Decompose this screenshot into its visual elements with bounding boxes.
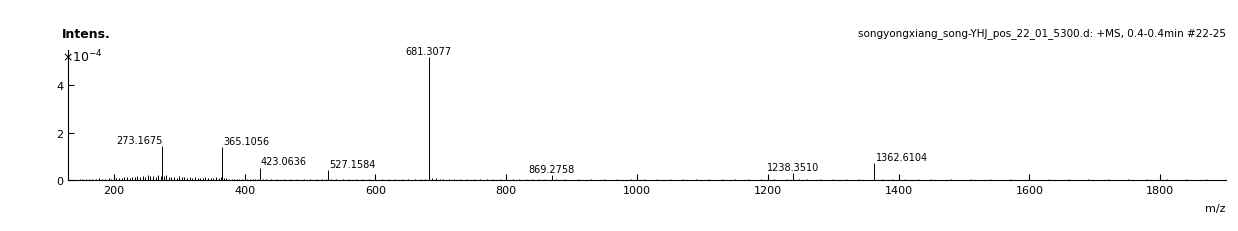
Text: Intens.: Intens. bbox=[62, 27, 111, 40]
Text: m/z: m/z bbox=[1205, 204, 1226, 213]
Text: songyongxiang_song-YHJ_pos_22_01_5300.d: +MS, 0.4-0.4min #22-25: songyongxiang_song-YHJ_pos_22_01_5300.d:… bbox=[858, 27, 1226, 38]
Text: 1362.6104: 1362.6104 bbox=[875, 152, 927, 162]
Text: 869.2758: 869.2758 bbox=[529, 164, 574, 174]
Text: 527.1584: 527.1584 bbox=[329, 159, 375, 169]
Text: $\mathsf{\times}$10$^{-4}$: $\mathsf{\times}$10$^{-4}$ bbox=[62, 48, 103, 65]
Text: 681.3077: 681.3077 bbox=[406, 47, 452, 57]
Text: 273.1675: 273.1675 bbox=[116, 135, 163, 145]
Text: 423.0636: 423.0636 bbox=[261, 157, 307, 167]
Text: 1238.3510: 1238.3510 bbox=[766, 162, 820, 172]
Text: 365.1056: 365.1056 bbox=[223, 137, 270, 146]
